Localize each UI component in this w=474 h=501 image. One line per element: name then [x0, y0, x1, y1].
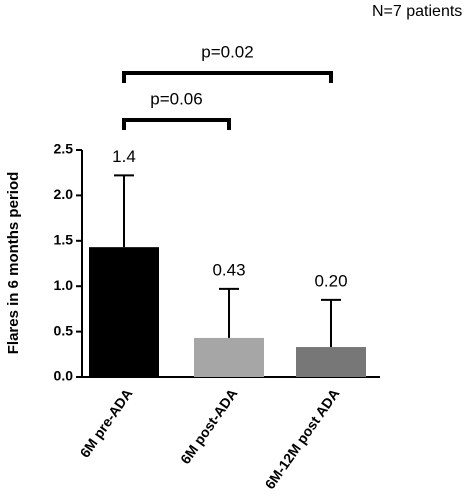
bar	[89, 247, 159, 377]
bar-annotation: 0.20	[314, 271, 347, 290]
significance-bracket	[122, 118, 231, 130]
y-tick-label: 2.5	[54, 141, 74, 157]
significance-bracket	[122, 71, 333, 83]
p-value: p=0.02	[201, 42, 253, 61]
y-tick-label: 1.5	[54, 232, 74, 248]
p-value: p=0.06	[150, 89, 202, 108]
subtitle: N=7 patients	[372, 3, 462, 20]
bar	[194, 337, 264, 377]
x-tick-label: 6M-12M post ADA	[261, 386, 342, 492]
x-tick-label: 6M pre-ADA	[76, 386, 135, 461]
y-tick-label: 1.0	[54, 277, 74, 293]
y-axis-label: Flares in 6 months period	[5, 172, 22, 355]
y-tick-label: 0.5	[54, 322, 74, 338]
bar	[296, 347, 366, 377]
y-tick-label: 0.0	[54, 368, 74, 384]
bar-annotation: 1.4	[112, 147, 136, 166]
bar-annotation: 0.43	[212, 260, 245, 279]
y-tick-label: 2.0	[54, 186, 74, 202]
x-tick-label: 6M post-ADA	[177, 386, 241, 467]
